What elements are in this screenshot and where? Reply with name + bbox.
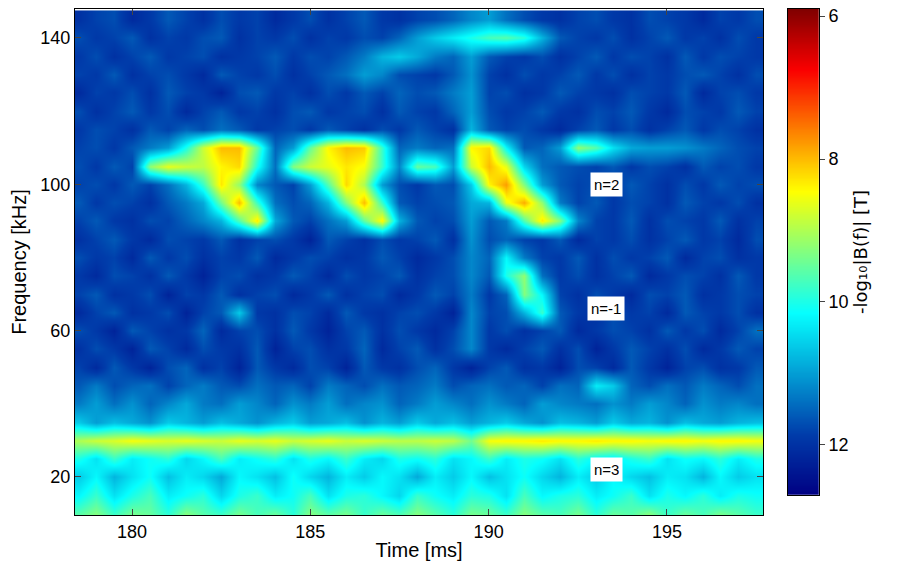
svg-text:140: 140 <box>40 28 70 48</box>
svg-text:195: 195 <box>652 522 682 542</box>
svg-text:Time [ms]: Time [ms] <box>376 539 463 561</box>
svg-text:n=2: n=2 <box>594 176 619 193</box>
svg-text:190: 190 <box>474 522 504 542</box>
svg-text:100: 100 <box>40 175 70 195</box>
svg-text:Frequency [kHz]: Frequency [kHz] <box>8 189 30 335</box>
svg-text:60: 60 <box>50 321 70 341</box>
svg-text:10: 10 <box>829 292 849 312</box>
svg-text:20: 20 <box>50 467 70 487</box>
svg-text:-log₁₀|B(f)| [T]: -log₁₀|B(f)| [T] <box>850 190 871 314</box>
svg-text:12: 12 <box>829 435 849 455</box>
svg-text:n=-1: n=-1 <box>591 300 621 317</box>
svg-text:180: 180 <box>117 522 147 542</box>
svg-text:6: 6 <box>829 6 839 26</box>
svg-text:8: 8 <box>829 149 839 169</box>
svg-text:n=3: n=3 <box>594 461 619 478</box>
svg-text:185: 185 <box>295 522 325 542</box>
